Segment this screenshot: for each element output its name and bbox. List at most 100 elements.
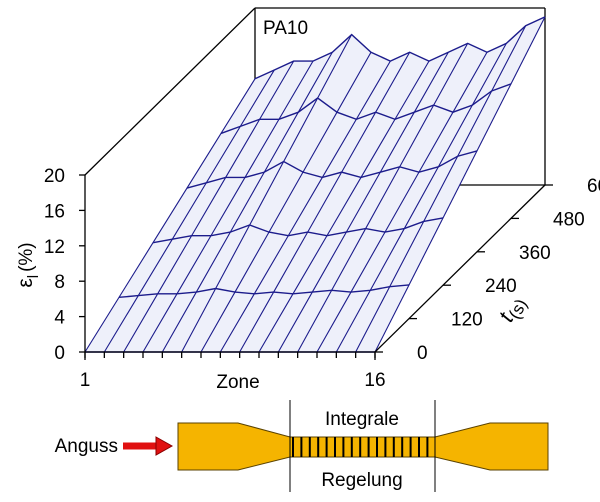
frame bbox=[84, 7, 256, 176]
inlet-label: Anguss bbox=[55, 436, 118, 457]
specimen-diagram: Anguss Integrale Regelung bbox=[55, 400, 549, 492]
zone-label: Regelung bbox=[321, 470, 402, 491]
surface-patch bbox=[370, 221, 424, 291]
surface-patch bbox=[399, 105, 453, 173]
surface-line bbox=[142, 60, 314, 353]
surface-patch bbox=[395, 52, 449, 120]
surface-patch bbox=[239, 292, 293, 352]
chart-title: PA10 bbox=[263, 18, 308, 39]
surface-line bbox=[84, 78, 256, 353]
t-tick-label: 480 bbox=[553, 209, 585, 230]
surface-line bbox=[254, 16, 546, 80]
surface-patch bbox=[317, 34, 371, 113]
surface-patch bbox=[138, 235, 192, 296]
surface-patch bbox=[312, 228, 366, 293]
y-tick-label: 12 bbox=[44, 237, 65, 258]
t-tick-label: 240 bbox=[485, 276, 517, 297]
surface-line bbox=[200, 51, 372, 353]
surface-patch bbox=[346, 166, 400, 233]
surface-patch bbox=[351, 228, 405, 293]
surface-patch bbox=[187, 126, 241, 189]
surface-line bbox=[277, 51, 449, 353]
surface-patch bbox=[172, 177, 226, 240]
surface-patch bbox=[341, 112, 395, 178]
chart: PA10 0 4 8 12 16 20 1 16 Zone 0 120240360480600 εl (%… bbox=[14, 7, 600, 393]
surface-line bbox=[239, 51, 411, 353]
surface-patch bbox=[157, 235, 211, 294]
y-axis-subscript: l bbox=[25, 275, 42, 278]
surface-patch bbox=[181, 288, 235, 352]
surface-patch bbox=[375, 52, 429, 120]
axis-line bbox=[374, 184, 546, 353]
surface-patch bbox=[220, 292, 274, 352]
surface-line bbox=[161, 51, 333, 353]
surface-patch bbox=[389, 217, 443, 287]
surface-patch bbox=[196, 225, 250, 293]
surface-patch bbox=[365, 166, 419, 233]
surface-patch bbox=[380, 105, 434, 173]
x-tick-label: 16 bbox=[364, 370, 385, 391]
t-tick-label: 0 bbox=[417, 343, 428, 364]
surface-patch bbox=[230, 161, 284, 233]
surface-patch bbox=[322, 112, 376, 178]
surface-patch bbox=[162, 288, 216, 352]
y-tick-label: 20 bbox=[44, 166, 65, 187]
surface-patch bbox=[385, 166, 439, 233]
surface-patch bbox=[153, 182, 207, 243]
surface-patch bbox=[259, 61, 313, 120]
surface-patch bbox=[201, 292, 255, 352]
surface-patch bbox=[240, 61, 294, 127]
surface-line bbox=[374, 16, 546, 353]
surface-patch bbox=[457, 83, 511, 157]
zone-label: Integrale bbox=[325, 409, 399, 430]
surface-patch bbox=[317, 290, 371, 352]
surface-patch bbox=[211, 172, 265, 236]
surface-line bbox=[355, 25, 527, 353]
surface-patch bbox=[104, 293, 158, 352]
surface-line bbox=[316, 51, 488, 353]
surface-patch bbox=[273, 232, 327, 294]
surface-patch bbox=[143, 292, 197, 352]
surface-patch bbox=[283, 98, 337, 173]
surface-patch bbox=[235, 232, 289, 294]
surface-patch bbox=[85, 295, 139, 352]
surface-patch bbox=[215, 225, 269, 293]
surface-patch bbox=[419, 105, 473, 173]
surface-patch bbox=[336, 286, 390, 352]
surface-patch bbox=[225, 119, 279, 178]
surface-patch bbox=[327, 172, 381, 236]
y-axis-symbol: ε bbox=[14, 278, 37, 287]
surface-patch bbox=[307, 172, 361, 236]
surface-patch bbox=[297, 290, 351, 352]
surface-patch bbox=[331, 228, 385, 293]
surface-patch bbox=[298, 34, 352, 113]
surface-line bbox=[186, 150, 478, 189]
surface-patch bbox=[433, 43, 487, 113]
surface-patch bbox=[245, 112, 299, 178]
x-axis-label: Zone bbox=[216, 372, 259, 393]
y-tick-label: 16 bbox=[44, 201, 65, 222]
surface-patch bbox=[361, 112, 415, 178]
surface-patch bbox=[259, 292, 313, 352]
surface-line bbox=[219, 60, 391, 353]
inlet-arrow-head bbox=[155, 436, 174, 456]
surface-patch bbox=[453, 43, 507, 113]
surface-line bbox=[220, 83, 512, 135]
surface-patch bbox=[119, 239, 173, 298]
surface-line bbox=[152, 217, 444, 244]
surface-line bbox=[181, 34, 353, 353]
surface-patch bbox=[472, 25, 526, 106]
t-tick-label: 600 bbox=[587, 176, 600, 197]
surface-patch bbox=[254, 232, 308, 294]
surface-line bbox=[258, 60, 430, 353]
surface-patch bbox=[355, 284, 409, 352]
y-axis-label: εl (%) bbox=[14, 242, 42, 287]
surface-patch bbox=[438, 90, 492, 167]
surface-patch bbox=[177, 232, 231, 294]
surface-patch bbox=[293, 232, 347, 294]
x-tick-label: 1 bbox=[80, 370, 91, 391]
surface-patch bbox=[123, 293, 177, 352]
surface-line bbox=[118, 284, 410, 299]
t-tick-label: 360 bbox=[519, 243, 551, 264]
